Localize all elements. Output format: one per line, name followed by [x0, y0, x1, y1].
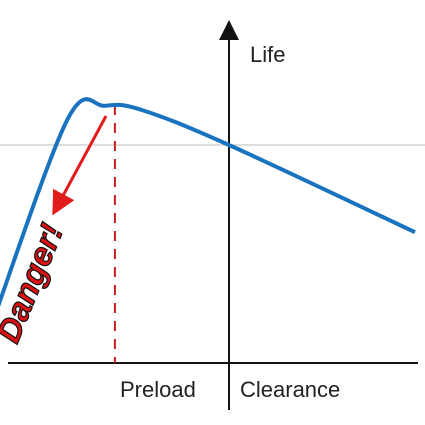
danger-annotation: Danger!: [0, 218, 70, 347]
x-label-clearance: Clearance: [240, 377, 340, 402]
x-label-preload: Preload: [120, 377, 196, 402]
y-axis-label: Life: [250, 42, 285, 67]
life-curve: [0, 97, 416, 307]
danger-arrow: [52, 115, 108, 216]
